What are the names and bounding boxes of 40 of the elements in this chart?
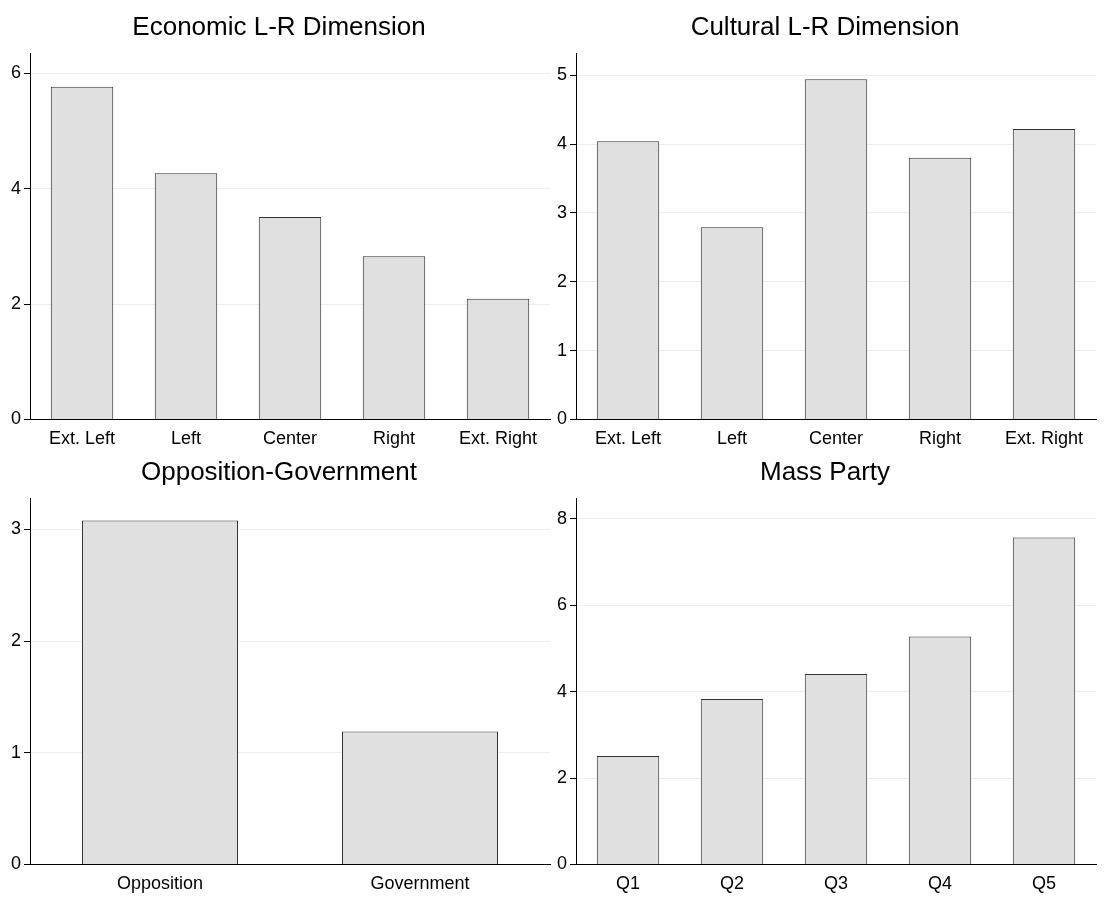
x-tick-label: Ext. Right [458,428,538,449]
x-tick-label: Ext. Left [48,428,116,449]
x-tick-label: Center [808,428,864,449]
x-tick-label: Center [262,428,318,449]
chart-title: Economic L-R Dimension [132,10,426,41]
y-tick-label: 2 [557,270,568,291]
x-tick-label: Right [918,428,962,449]
y-tick-label: 8 [557,507,568,528]
x-tick-label: Ext. Right [1004,428,1084,449]
y-tick-label: 4 [11,177,22,198]
x-tick-label: Government [370,873,470,894]
x-tick-label: Right [372,428,416,449]
y-tick-label: 3 [557,201,568,222]
y-tick-label: 4 [557,680,568,701]
x-tick-label: Ext. Left [594,428,662,449]
y-tick-label: 6 [557,594,568,615]
y-tick-label: 0 [11,853,22,874]
y-tick-label: 2 [557,767,568,787]
x-tick-label: Q4 [928,873,953,894]
x-tick-label: Q5 [1031,873,1057,894]
y-tick-label: 1 [557,339,568,360]
y-tick-label: 2 [11,293,22,314]
y-tick-label: 6 [11,62,22,83]
x-tick-label: Q2 [720,873,745,894]
y-tick-label: 4 [557,133,568,154]
y-tick-label: 0 [557,408,568,429]
x-tick-label: Left [716,428,748,449]
x-tick-label: Opposition [116,873,204,894]
y-tick-label: 5 [557,64,568,85]
chart-title: Cultural L-R Dimension [690,10,960,41]
chart-title: Mass Party [759,455,891,486]
x-tick-label: Left [170,428,202,449]
x-tick-label: Q1 [616,873,641,894]
chart-title: Opposition-Government [140,455,418,486]
y-tick-label: 2 [11,630,22,651]
y-tick-label: 3 [11,518,22,539]
x-tick-label: Q3 [824,873,849,894]
y-tick-label: 1 [11,741,22,762]
y-tick-label: 0 [11,408,22,429]
y-tick-label: 0 [557,853,568,874]
